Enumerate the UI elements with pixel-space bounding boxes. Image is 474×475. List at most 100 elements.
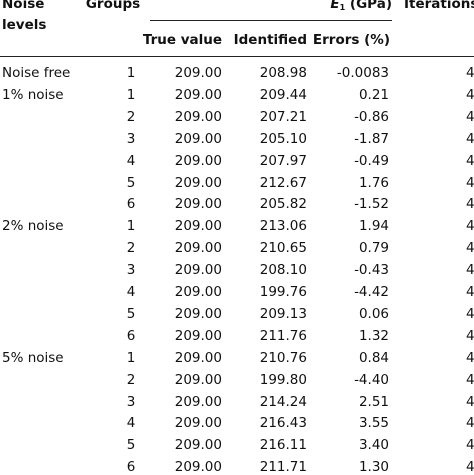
cell-identified: 213.06 [259,218,307,235]
cell-group: 3 [126,262,136,279]
cell-true-value: 209.00 [174,86,222,103]
cell-group: 2 [126,240,136,257]
cell-true-value: 209.00 [174,305,222,322]
cell-error: -0.0083 [336,65,389,81]
cell-error: 2.51 [358,393,389,410]
cell-identified: 205.82 [259,196,307,213]
cell-error: 3.40 [358,437,389,454]
cell-true-value: 209.00 [174,196,222,213]
cell-iterations: 4 [466,284,474,300]
cell-noise: 5% noise [2,349,64,366]
cell-identified: 208.10 [259,262,307,279]
cell-group: 6 [126,459,136,475]
cell-group: 4 [126,284,136,300]
cell-error: 1.94 [358,218,389,235]
cell-group: 3 [126,393,136,410]
cell-group: 4 [126,152,136,169]
cell-true-value: 209.00 [174,262,222,279]
header-noise-levels-line1: Noise [2,0,45,12]
cell-iterations: 4 [466,108,474,125]
cell-true-value: 209.00 [174,284,222,300]
cell-error: 1.76 [358,174,389,191]
header-iterations: Iterations [404,0,474,12]
cell-identified: 205.10 [259,130,307,147]
cell-true-value: 209.00 [174,437,222,454]
cell-noise: Noise free [2,65,71,81]
cell-error: 1.30 [358,459,389,475]
cell-error: 0.79 [358,240,389,257]
cell-noise: 2% noise [2,218,64,235]
cell-error: 3.55 [358,415,389,432]
cell-iterations: 4 [466,393,474,410]
cell-true-value: 209.00 [174,327,222,344]
cell-error: 0.84 [358,349,389,366]
cell-noise: 1% noise [2,86,64,103]
cell-error: -4.40 [354,371,389,388]
header-e1: E1 (GPa) [300,0,392,16]
cell-error: 0.21 [358,86,389,103]
cell-true-value: 209.00 [174,218,222,235]
cell-identified: 208.98 [259,65,307,81]
cell-iterations: 4 [466,86,474,103]
cell-group: 1 [126,86,136,103]
cell-iterations: 4 [466,130,474,147]
cell-group: 5 [126,174,136,191]
cell-true-value: 209.00 [174,174,222,191]
header-errors: Errors (%) [312,32,390,48]
cell-iterations: 4 [466,437,474,454]
cell-iterations: 4 [466,415,474,432]
cell-identified: 207.97 [259,152,307,169]
header-bottom-rule [0,56,474,57]
cell-group: 2 [126,108,136,125]
cell-true-value: 209.00 [174,65,222,81]
cell-group: 1 [126,65,136,81]
cell-true-value: 209.00 [174,108,222,125]
cell-error: -0.49 [354,152,389,169]
cell-group: 5 [126,437,136,454]
cell-true-value: 209.00 [174,130,222,147]
cell-error: -1.52 [354,196,389,213]
header-span-rule [150,20,392,21]
cell-true-value: 209.00 [174,152,222,169]
cell-group: 5 [126,305,136,322]
header-groups: Groups [85,0,141,12]
cell-identified: 210.65 [259,240,307,257]
cell-identified: 212.67 [259,174,307,191]
cell-iterations: 4 [466,459,474,475]
cell-identified: 210.76 [259,349,307,366]
cell-error: -0.43 [354,262,389,279]
cell-group: 1 [126,349,136,366]
header-true-value: True value [142,32,222,48]
cell-identified: 214.24 [259,393,307,410]
cell-iterations: 4 [466,174,474,191]
cell-identified: 211.76 [259,327,307,344]
cell-group: 4 [126,415,136,432]
cell-identified: 209.44 [259,86,307,103]
e1-symbol: E [330,0,340,12]
e1-unit: (GPa) [345,0,392,12]
cell-identified: 216.43 [259,415,307,432]
cell-iterations: 4 [466,152,474,169]
cell-group: 6 [126,327,136,344]
cell-group: 2 [126,371,136,388]
cell-iterations: 4 [466,65,474,81]
cell-iterations: 4 [466,305,474,322]
cell-identified: 207.21 [259,108,307,125]
cell-true-value: 209.00 [174,349,222,366]
e1-subscript: 1 [339,3,346,12]
cell-error: -0.86 [354,108,389,125]
cell-iterations: 4 [466,218,474,235]
cell-iterations: 4 [466,196,474,213]
cell-true-value: 209.00 [174,459,222,475]
cell-identified: 209.13 [259,305,307,322]
cell-true-value: 209.00 [174,415,222,432]
header-identified: Identified [233,32,307,48]
cell-error: 0.06 [358,305,389,322]
cell-iterations: 4 [466,327,474,344]
cell-group: 3 [126,130,136,147]
cell-error: -1.87 [354,130,389,147]
cell-error: 1.32 [358,327,389,344]
cell-iterations: 4 [466,349,474,366]
cell-identified: 211.71 [259,459,307,475]
